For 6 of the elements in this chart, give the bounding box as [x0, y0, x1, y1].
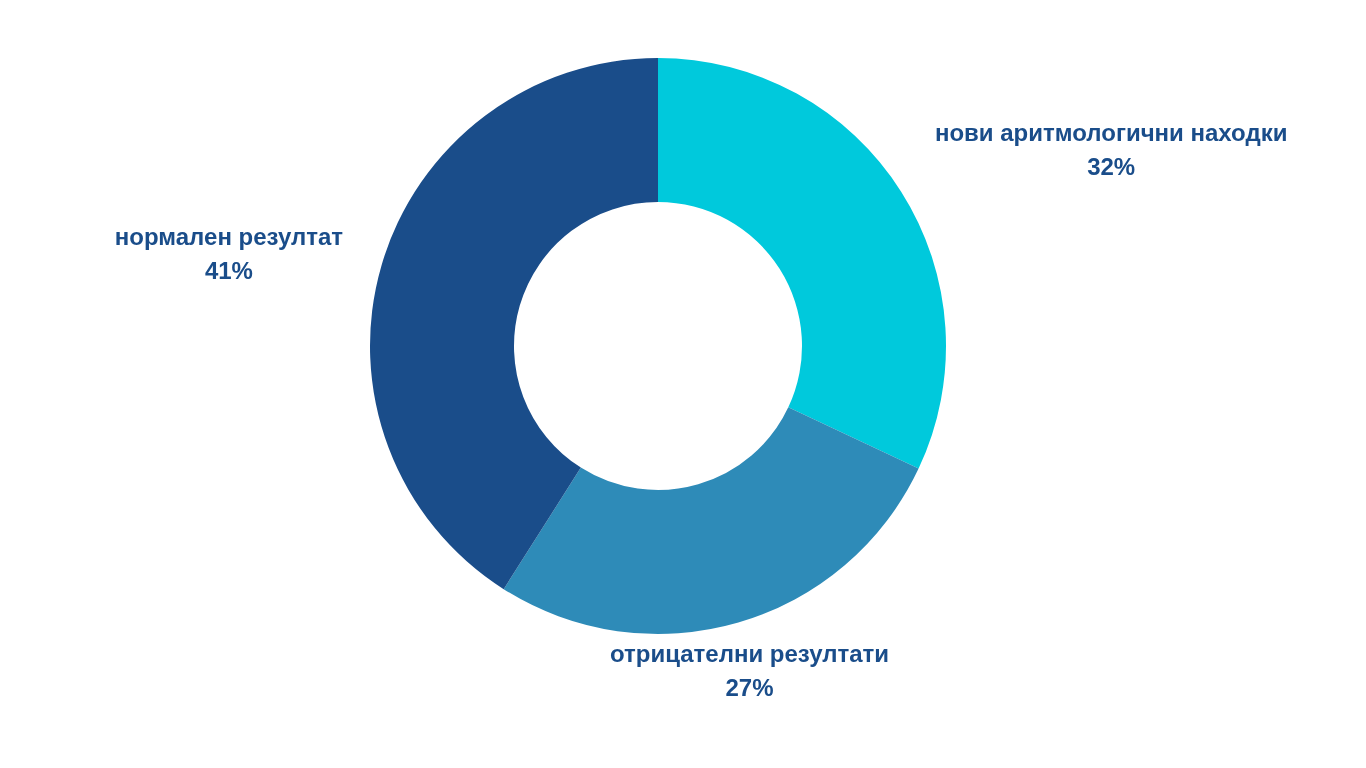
data-label: 41%: [204, 257, 253, 285]
data-label: 27%: [725, 673, 774, 701]
slice-label: нови аритмологични находки: [934, 118, 1288, 146]
slice-label: нормален резултат: [114, 223, 344, 251]
data-label: 32%: [1087, 152, 1136, 180]
slice-label: отрицателни резултати: [609, 639, 890, 667]
